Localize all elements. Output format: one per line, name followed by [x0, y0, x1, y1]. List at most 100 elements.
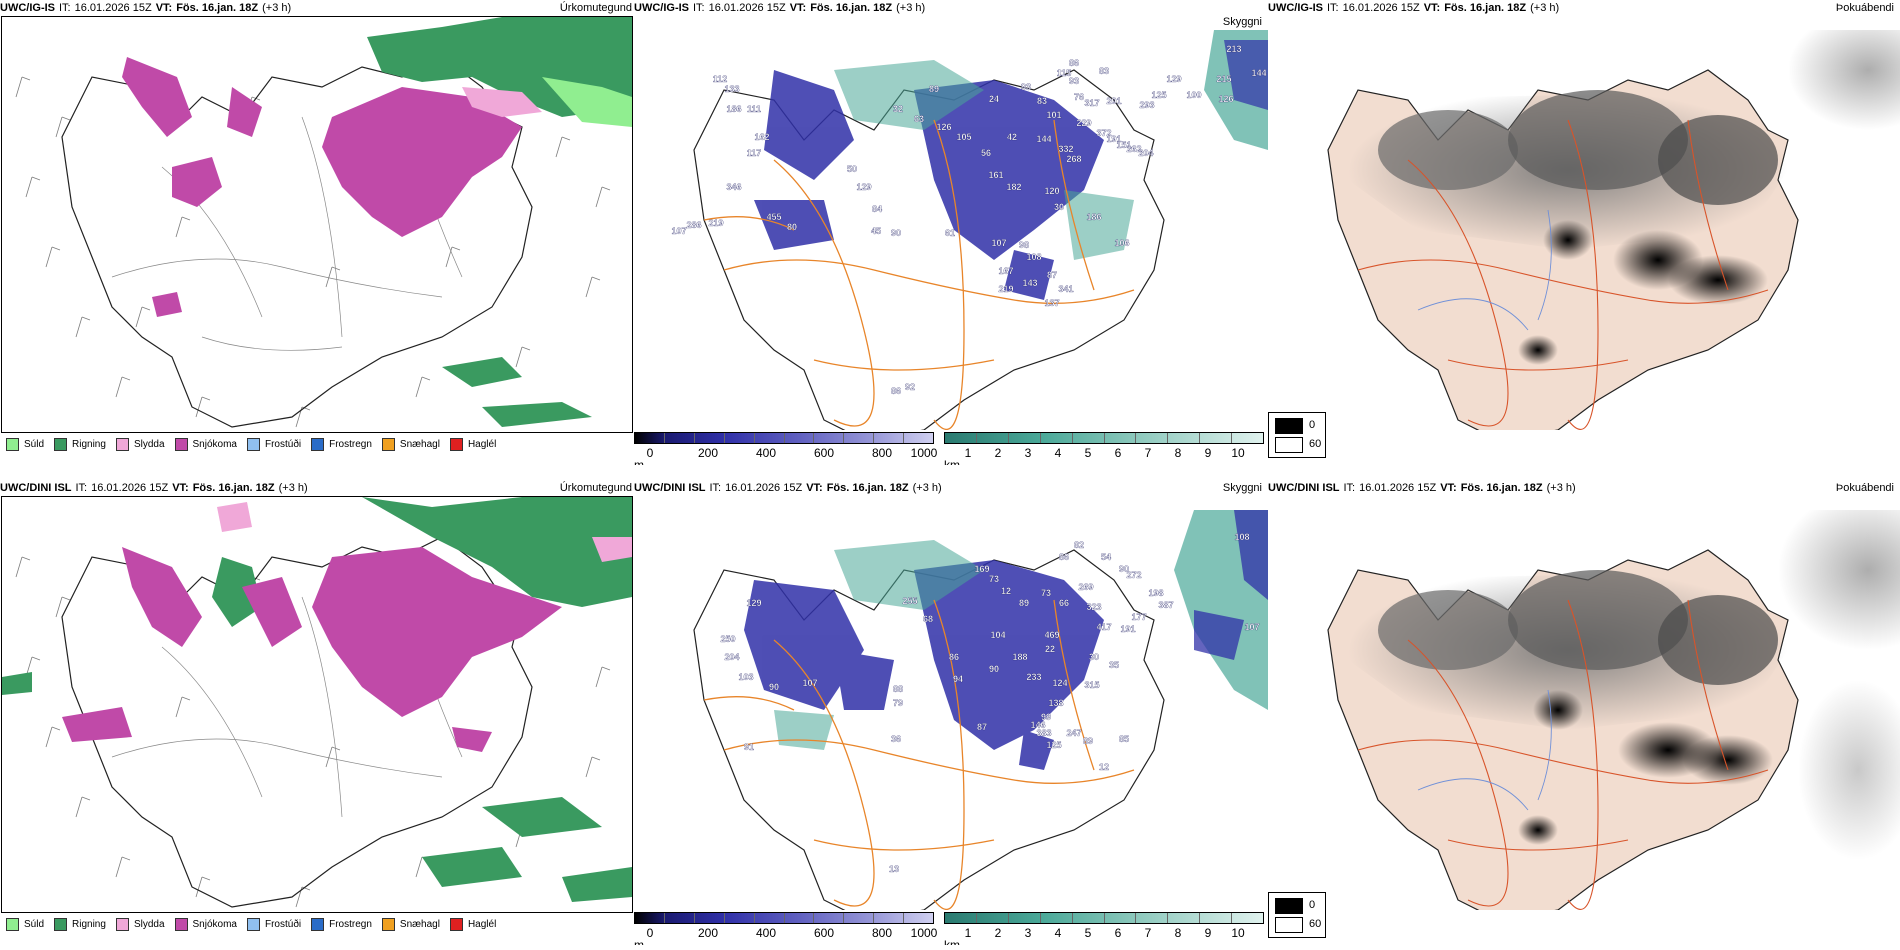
panel-variable: Úrkomutegund: [559, 482, 632, 494]
precip-areas: [122, 17, 632, 427]
reduced-visibility-areas: [774, 540, 984, 750]
visibility-value-label: 12: [1099, 762, 1109, 772]
panel-variable: Þokuábendi: [1835, 482, 1894, 494]
panel-title: UWC/DINI ISL IT: 16.01.2026 15Z VT: Fös.…: [0, 482, 308, 494]
panel-variable: Skyggni: [1222, 482, 1262, 494]
legend-item: Haglél: [449, 438, 496, 451]
visibility-value-label: 126: [936, 122, 951, 132]
lead-time: (+3 h): [1530, 2, 1560, 14]
legend-item: Frostregn: [311, 918, 372, 931]
visibility-value-label: 12: [1001, 586, 1011, 596]
visibility-value-label: 73: [1041, 588, 1051, 598]
visibility-value-label: 86: [891, 386, 901, 396]
visibility-value-label: 201: [1106, 96, 1121, 106]
visibility-value-label: 125: [1046, 740, 1061, 750]
visibility-value-label: 88: [893, 684, 903, 694]
visibility-value-label: 90: [891, 228, 901, 238]
init-time: 16.01.2026 15Z: [91, 482, 169, 494]
legend-item: Snæhagl: [381, 918, 440, 931]
visibility-value-label: 83: [1037, 96, 1047, 106]
visibility-panel-top: UWC/IG-IS IT: 16.01.2026 15Z VT: Fös. 16…: [634, 0, 1268, 465]
visibility-value-label: 455: [766, 212, 781, 222]
visibility-value-label: 182: [1006, 182, 1021, 192]
visibility-value-label: 469: [1044, 630, 1059, 640]
panel-title: UWC/DINI ISL IT: 16.01.2026 15Z VT: Fös.…: [1268, 482, 1576, 494]
low-visibility-areas: [754, 70, 1104, 300]
visibility-value-label: 90: [1119, 564, 1129, 574]
precip-map-svg: [15, 17, 632, 428]
legend-item: Rigning: [54, 918, 106, 931]
visibility-value-label: 22: [1045, 644, 1055, 654]
legend-item: Súld: [6, 438, 44, 451]
visibility-value-label: 86: [949, 652, 959, 662]
panel-variable: Þokuábendi: [1835, 2, 1894, 14]
visibility-value-label: 332: [1058, 144, 1073, 154]
visibility-value-label: 286: [686, 220, 701, 230]
visibility-value-label: 137: [1044, 298, 1059, 308]
elevation-scale: m 0 200 400 600 800 1000: [634, 912, 937, 945]
visibility-value-label: 45: [871, 226, 881, 236]
legend-item: Snjókoma: [174, 438, 237, 451]
visibility-value-label: 229: [1076, 118, 1091, 128]
visibility-value-label: 87: [1047, 270, 1057, 280]
precip-panel-top: UWC/IG-IS IT: 16.01.2026 15Z VT: Fös. 16…: [0, 0, 634, 465]
visibility-map: 213 144 215 100 126 86 83 93 129 125 115 76 317 201 29…: [634, 30, 1268, 430]
model-name: UWC/IG-IS: [0, 2, 55, 14]
roads: [703, 599, 1135, 910]
precip-map-svg: [2, 497, 632, 908]
visibility-value-label: 262: [1126, 144, 1141, 154]
legend-item: Snæhagl: [381, 438, 440, 451]
visibility-value-label: 83: [1099, 66, 1109, 76]
coastline: [61, 56, 533, 428]
visibility-value-label: 191: [1106, 134, 1121, 144]
model-name: UWC/DINI ISL: [0, 482, 72, 494]
visibility-value-label: 126: [1218, 94, 1233, 104]
valid-time: Fös. 16.jan. 18Z: [176, 2, 259, 14]
wind-barbs: [15, 76, 611, 428]
visibility-value-label: 101: [1046, 110, 1061, 120]
visibility-value-label: 85: [1119, 734, 1129, 744]
visibility-value-label: 191: [1120, 624, 1135, 634]
visibility-value-label: 215: [1216, 74, 1231, 84]
visibility-value-label: 138: [1048, 698, 1063, 708]
visibility-value-label: 129: [1166, 74, 1181, 84]
model-name: UWC/DINI ISL: [1268, 482, 1340, 494]
visibility-value-label: 24: [989, 94, 999, 104]
legend-item: Frostúði: [246, 918, 301, 931]
lead-time: (+3 h): [262, 2, 292, 14]
valid-time: Fös. 16.jan. 18Z: [192, 482, 275, 494]
reduced-visibility-areas: [834, 60, 1134, 260]
visibility-value-label: 98: [1019, 240, 1029, 250]
visibility-value-label: 80: [787, 222, 797, 232]
valid-time: Fös. 16.jan. 18Z: [1460, 482, 1543, 494]
visibility-value-label: 89: [1019, 598, 1029, 608]
lead-time: (+3 h): [278, 482, 308, 494]
visibility-value-label: 341: [1058, 284, 1073, 294]
visibility-value-label: 108: [1234, 532, 1249, 542]
visibility-value-label: 315: [1084, 680, 1099, 690]
visibility-value-label: 68: [923, 614, 933, 624]
visibility-value-label: 177: [1131, 612, 1146, 622]
visibility-value-label: 293: [1139, 100, 1154, 110]
visibility-value-label: 268: [1066, 154, 1081, 164]
visibility-value-label: 89: [1083, 736, 1093, 746]
visibility-value-label: 115: [1057, 68, 1072, 78]
precip-map: [1, 496, 633, 913]
visibility-value-label: 63: [914, 114, 924, 124]
visibility-value-label: 56: [981, 148, 991, 158]
visibility-value-label: 107: [991, 238, 1006, 248]
visibility-value-label: 93: [1021, 82, 1031, 92]
roads: [703, 119, 1135, 430]
low-visibility-areas: [744, 560, 1104, 770]
valid-time: Fös. 16.jan. 18Z: [1444, 2, 1527, 14]
valid-time: Fös. 16.jan. 18Z: [810, 2, 893, 14]
visibility-value-label: 13: [889, 864, 899, 874]
panel-variable: Úrkomutegund: [559, 2, 632, 14]
visibility-value-label: 186: [1086, 212, 1101, 222]
visibility-value-label: 61: [945, 228, 955, 238]
visibility-value-label: 255: [902, 596, 917, 606]
elevation-scale: m 0 200 400 600 800 1000: [634, 432, 937, 465]
visibility-value-label: 79: [893, 698, 903, 708]
init-time: 16.01.2026 15Z: [725, 482, 803, 494]
